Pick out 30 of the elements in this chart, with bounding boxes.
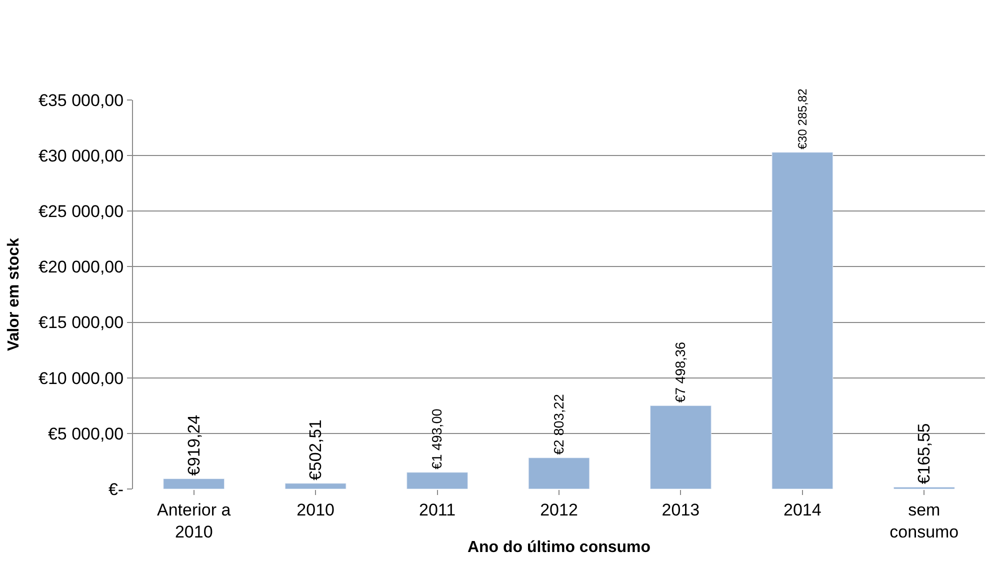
y-tick-label: €15 000,00	[38, 313, 124, 332]
x-tick-label: 2011	[419, 500, 456, 520]
x-tick-label: 2012	[540, 500, 578, 520]
y-tick-label: €35 000,00	[38, 90, 124, 110]
bar	[406, 472, 468, 489]
bar	[650, 405, 712, 489]
bar	[163, 478, 225, 489]
data-label: €165,55	[914, 423, 934, 484]
data-label: €502,51	[306, 420, 326, 480]
x-tick-label: Anterior a 2010	[157, 500, 232, 542]
y-tick-label: €25 000,00	[38, 202, 124, 222]
y-tick-label: €30 000,00	[38, 146, 124, 166]
y-tick-label: €-	[108, 480, 124, 499]
x-tick-label: 2013	[662, 500, 700, 520]
x-axis-title: Ano do último consumo	[467, 539, 651, 556]
data-label: €2 803,22	[551, 394, 566, 455]
bar	[284, 483, 346, 489]
bar	[528, 458, 590, 489]
data-label: €1 493,00	[430, 408, 445, 470]
bar	[772, 152, 834, 489]
data-label: €7 498,36	[673, 342, 688, 403]
data-label: €919,24	[184, 414, 204, 476]
x-tick-label: 2010	[296, 500, 334, 520]
x-tick-label: sem consumo	[890, 500, 959, 542]
y-tick-label: €20 000,00	[38, 258, 124, 277]
x-tick-label: 2014	[784, 500, 822, 520]
data-label: €30 285,82	[795, 88, 810, 150]
y-axis-title: Valor em stock	[5, 238, 22, 351]
y-tick-label: €5 000,00	[48, 424, 124, 444]
y-tick-label: €10 000,00	[38, 368, 124, 388]
